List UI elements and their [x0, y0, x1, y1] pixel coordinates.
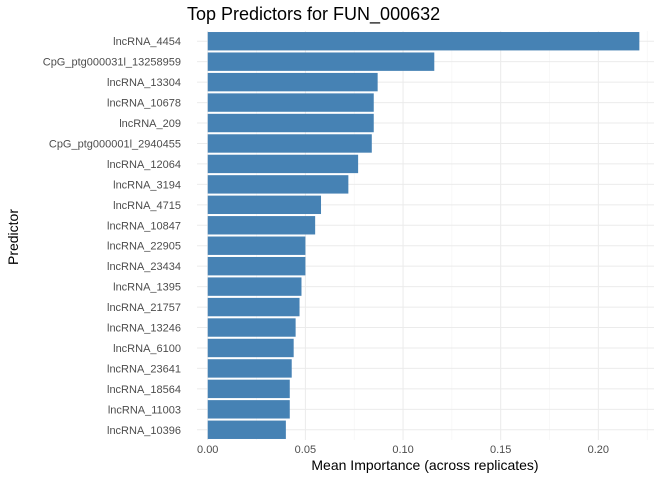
y-axis-title: Predictor — [5, 209, 21, 265]
x-axis-title: Mean Importance (across replicates) — [311, 457, 538, 473]
bar — [207, 154, 359, 174]
y-tick-label: lncRNA_13304 — [107, 77, 181, 89]
bar — [207, 134, 372, 153]
x-tick-label: 0.20 — [588, 444, 609, 456]
y-tick-label: lncRNA_13246 — [107, 323, 181, 335]
bar — [207, 277, 302, 296]
bar — [207, 379, 290, 399]
grid — [197, 31, 654, 440]
y-tick-label: lncRNA_12064 — [107, 159, 181, 171]
y-tick-label: lncRNA_3194 — [113, 179, 181, 191]
y-tick-label: lncRNA_22905 — [107, 241, 181, 253]
bar — [207, 195, 322, 215]
bar — [207, 216, 316, 235]
y-tick-label: lncRNA_21757 — [107, 302, 181, 314]
y-tick-label: lncRNA_4715 — [113, 200, 181, 212]
bar — [207, 338, 294, 358]
y-tick-label: lncRNA_10678 — [107, 98, 181, 110]
y-tick-label: lncRNA_4454 — [113, 36, 181, 48]
y-tick-label: lncRNA_10396 — [107, 425, 181, 437]
bar — [207, 256, 306, 276]
bar — [207, 52, 435, 71]
bar — [207, 113, 374, 133]
y-tick-label: lncRNA_11003 — [108, 404, 181, 416]
y-tick-label: lncRNA_18564 — [107, 384, 181, 396]
bar — [207, 420, 286, 439]
y-tick-label: lncRNA_6100 — [113, 343, 181, 355]
y-tick-label: lncRNA_23434 — [107, 261, 181, 273]
bar — [207, 297, 300, 317]
bar — [207, 93, 374, 112]
x-tick-labels: 0.00 0.05 0.10 0.15 0.20 — [197, 444, 609, 456]
x-tick-label: 0.10 — [392, 444, 413, 456]
bar — [207, 359, 292, 378]
bar — [207, 318, 296, 337]
y-tick-label: CpG_ptg000001l_2940455 — [49, 138, 181, 150]
y-tick-label: lncRNA_209 — [119, 118, 181, 130]
bar — [207, 32, 640, 51]
y-tick-labels: lncRNA_4454 CpG_ptg000031l_13258959 lncRNA… — [43, 36, 181, 437]
x-tick-label: 0.00 — [197, 444, 218, 456]
y-tick-label: lncRNA_10847 — [107, 220, 181, 232]
bar — [207, 72, 378, 92]
bar — [207, 175, 349, 194]
bar — [207, 400, 290, 419]
y-tick-label: CpG_ptg000031l_13258959 — [43, 57, 181, 69]
bar — [207, 236, 306, 255]
y-tick-label: lncRNA_23641 — [107, 363, 181, 375]
y-tick-label: lncRNA_1395 — [113, 282, 181, 294]
bars — [207, 32, 640, 439]
chart-title: Top Predictors for FUN_000632 — [187, 4, 440, 25]
x-tick-label: 0.05 — [295, 444, 316, 456]
x-tick-label: 0.15 — [490, 444, 511, 456]
